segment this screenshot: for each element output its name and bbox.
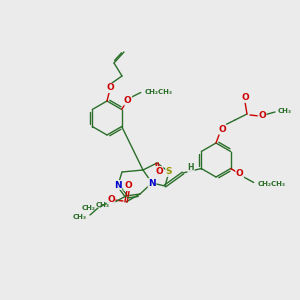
Text: CH₃: CH₃ (278, 108, 292, 114)
Text: O: O (124, 182, 132, 190)
Text: N: N (148, 178, 156, 188)
Text: N: N (114, 181, 122, 190)
Text: O: O (107, 194, 115, 203)
Text: O: O (218, 124, 226, 134)
Text: O: O (241, 94, 249, 103)
Text: H: H (188, 164, 194, 172)
Text: CH₂CH₃: CH₂CH₃ (258, 182, 286, 188)
Text: CH₂CH₃: CH₂CH₃ (145, 88, 173, 94)
Text: CH₂: CH₂ (82, 205, 96, 211)
Text: O: O (258, 112, 266, 121)
Text: S: S (166, 167, 172, 176)
Text: CH₃: CH₃ (96, 202, 110, 208)
Text: O: O (155, 167, 163, 176)
Text: CH₃: CH₃ (73, 214, 87, 220)
Text: O: O (236, 169, 244, 178)
Text: O: O (106, 83, 114, 92)
Text: O: O (124, 96, 132, 105)
